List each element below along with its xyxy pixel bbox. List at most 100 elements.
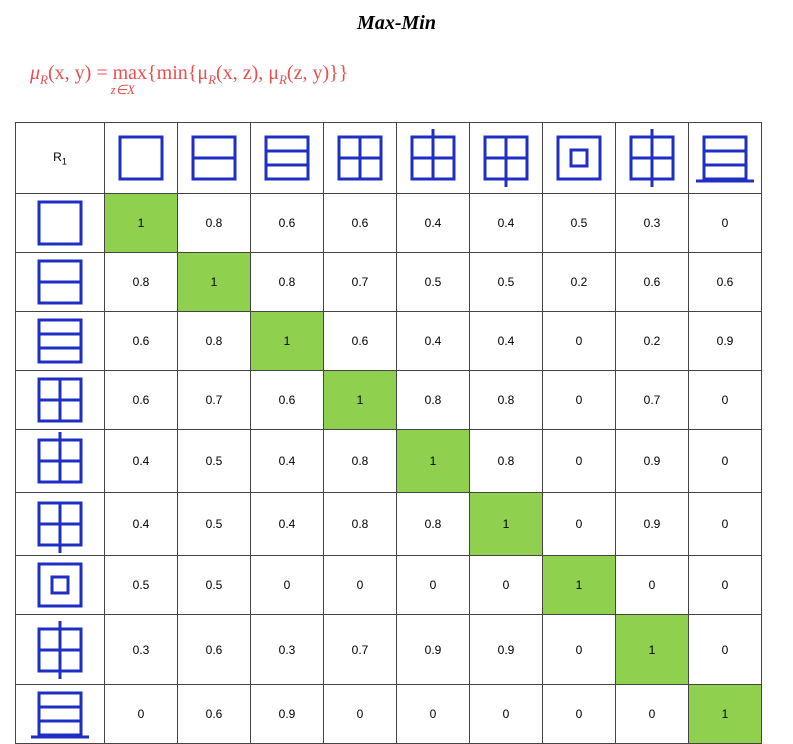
glyph-icon: [37, 318, 83, 364]
value-cell: 0: [104, 684, 178, 744]
value-cell: 0.4: [469, 193, 543, 253]
formula-part: {min{μ: [147, 62, 209, 84]
value-cell: 0.5: [177, 555, 251, 615]
value-cell: 0.6: [688, 252, 762, 312]
value-cell: 0.6: [323, 193, 397, 253]
column-header: [323, 122, 397, 194]
formula: μR(x, y) = max z∈X {min{μR(x, z), μR(z, y)…: [30, 62, 349, 97]
glyph-icon: [37, 259, 83, 305]
formula-part: R: [208, 72, 217, 87]
value-cell: 0: [615, 684, 689, 744]
value-cell: 0.8: [396, 492, 470, 556]
row-header: [15, 614, 105, 685]
glyph-icon: [264, 135, 310, 181]
formula-part: (x, z), μ: [216, 62, 279, 84]
formula-part: z∈X: [110, 82, 135, 97]
title: Max-Min: [357, 12, 436, 34]
glyph-icon: [37, 200, 83, 246]
value-cell: 0: [469, 555, 543, 615]
glyph-icon: [556, 135, 602, 181]
value-cell: 0.8: [469, 429, 543, 493]
formula-part: R: [40, 72, 48, 87]
table-row: 0.3 0.6 0.3 0.7 0.9 0.9 0 1 0: [15, 614, 762, 685]
value-cell: 0: [469, 684, 543, 744]
value-cell: 0: [542, 311, 616, 371]
column-header: [542, 122, 616, 194]
glyph-icon: [37, 377, 83, 423]
value-cell: 0.6: [104, 370, 178, 430]
value-cell: 0: [542, 370, 616, 430]
glyph-icon: [483, 135, 529, 187]
value-cell: 0.3: [615, 193, 689, 253]
value-cell: 0.8: [177, 193, 251, 253]
value-cell: 0.9: [688, 311, 762, 371]
value-cell: 0: [542, 492, 616, 556]
formula-part: max: [112, 62, 148, 84]
row-header: [15, 684, 105, 744]
value-cell: 0.3: [104, 614, 178, 685]
value-cell: 0.7: [323, 252, 397, 312]
value-cell: 1: [250, 311, 324, 371]
column-header: [177, 122, 251, 194]
value-cell: 0.2: [615, 311, 689, 371]
value-cell: 0: [542, 684, 616, 744]
page: Max-Min μR(x, y) = max z∈X {min{μR(x, z), …: [15, 12, 762, 744]
table-row: 0.5 0.5 0 0 0 0 1 0 0: [15, 555, 762, 615]
row-header: [15, 370, 105, 430]
formula-part: μ: [30, 62, 41, 84]
value-cell: 0: [688, 429, 762, 493]
row-header: [15, 311, 105, 371]
value-cell: 0.5: [542, 193, 616, 253]
row-header: [15, 492, 105, 556]
value-cell: 0.8: [104, 252, 178, 312]
value-cell: 0: [396, 555, 470, 615]
value-cell: 0.5: [177, 429, 251, 493]
corner-cell: R1: [15, 122, 105, 194]
value-cell: 1: [104, 193, 178, 253]
value-cell: 0: [688, 492, 762, 556]
value-cell: 0.3: [250, 614, 324, 685]
value-cell: 0.9: [396, 614, 470, 685]
value-cell: 0.5: [396, 252, 470, 312]
value-cell: 1: [688, 684, 762, 744]
glyph-icon: [37, 501, 83, 553]
glyph-icon: [31, 691, 89, 739]
value-cell: 0.4: [396, 193, 470, 253]
value-cell: 0.8: [323, 492, 397, 556]
value-cell: 0.6: [177, 684, 251, 744]
formula-part: R: [278, 72, 287, 87]
value-cell: 0.7: [177, 370, 251, 430]
value-cell: 0.6: [177, 614, 251, 685]
value-cell: 0.8: [469, 370, 543, 430]
value-cell: 0: [250, 555, 324, 615]
value-cell: 0.9: [615, 492, 689, 556]
value-cell: 0.7: [323, 614, 397, 685]
glyph-icon: [696, 135, 754, 183]
table-row: 0.4 0.5 0.4 0.8 1 0.8 0 0.9 0: [15, 429, 762, 493]
value-cell: 0.6: [323, 311, 397, 371]
row-header: [15, 555, 105, 615]
value-cell: 1: [323, 370, 397, 430]
value-cell: 0: [688, 193, 762, 253]
row-header: [15, 252, 105, 312]
column-header: [396, 122, 470, 194]
glyph-icon: [191, 135, 237, 181]
column-header: [688, 122, 762, 194]
relation-table: R1 1 0.8 0.6 0.6 0.4 0.4 0.5 0.3 0 0.8 1 0.8 0.7 0.5 0.…: [15, 122, 762, 744]
column-header: [250, 122, 324, 194]
column-header: [615, 122, 689, 194]
value-cell: 0: [688, 370, 762, 430]
table-row: 0.6 0.8 1 0.6 0.4 0.4 0 0.2 0.9: [15, 311, 762, 371]
row-header: [15, 429, 105, 493]
table-row: 0.6 0.7 0.6 1 0.8 0.8 0 0.7 0: [15, 370, 762, 430]
value-cell: 0.4: [396, 311, 470, 371]
glyph-icon: [410, 129, 456, 181]
value-cell: 0.2: [542, 252, 616, 312]
value-cell: 0: [396, 684, 470, 744]
value-cell: 1: [177, 252, 251, 312]
header-row: R1: [15, 122, 762, 194]
value-cell: 0.8: [396, 370, 470, 430]
corner-sub: 1: [61, 156, 67, 167]
formula-part: (z, y)}}: [286, 62, 349, 84]
value-cell: 0.9: [615, 429, 689, 493]
